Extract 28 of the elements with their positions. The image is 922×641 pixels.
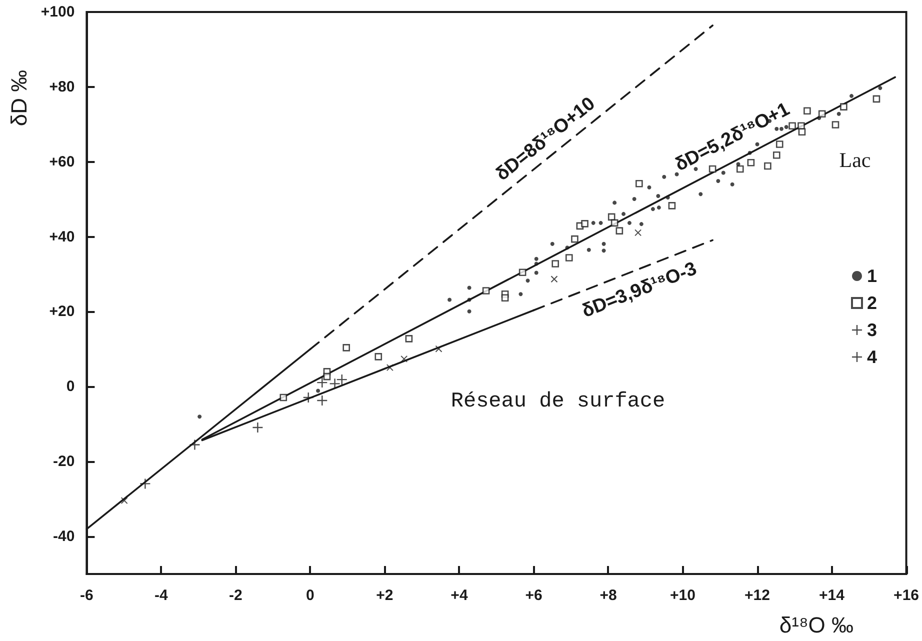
x-tick-label: -2 xyxy=(229,587,242,604)
y-tick-label: 0 xyxy=(66,378,75,396)
x-tick-label: +12 xyxy=(744,587,770,604)
x-axis-title: δ¹⁸O ‰ xyxy=(779,612,854,638)
y-tick-label: -40 xyxy=(53,528,75,546)
x-tick-label: 0 xyxy=(306,587,314,604)
y-tick-label: +40 xyxy=(49,228,75,246)
annotation: Réseau de surface xyxy=(450,390,666,414)
x-tick-label: +2 xyxy=(376,587,394,604)
y-tick-label: -20 xyxy=(53,453,75,470)
y-axis-title: δD ‰ xyxy=(6,70,32,126)
y-tick-label: +20 xyxy=(49,303,75,320)
y-tick-label: +80 xyxy=(49,78,75,96)
annotation: Lac xyxy=(839,148,871,172)
y-tick-label: +60 xyxy=(49,153,75,170)
x-tick-label: +8 xyxy=(600,587,617,604)
legend-label: 4 xyxy=(866,347,878,367)
y-tick-label: +100 xyxy=(40,4,75,20)
legend-label: 2 xyxy=(866,293,878,313)
legend-label: 1 xyxy=(866,266,878,286)
x-tick-label: -4 xyxy=(154,587,169,604)
x-tick-label: +14 xyxy=(819,587,846,604)
x-tick-label: +4 xyxy=(450,587,468,604)
x-tick-label: +10 xyxy=(670,587,696,604)
x-tick-label: +16 xyxy=(894,587,920,604)
x-tick-label: +6 xyxy=(525,587,542,604)
legend-label: 3 xyxy=(866,320,878,340)
x-tick-label: -6 xyxy=(80,587,94,604)
